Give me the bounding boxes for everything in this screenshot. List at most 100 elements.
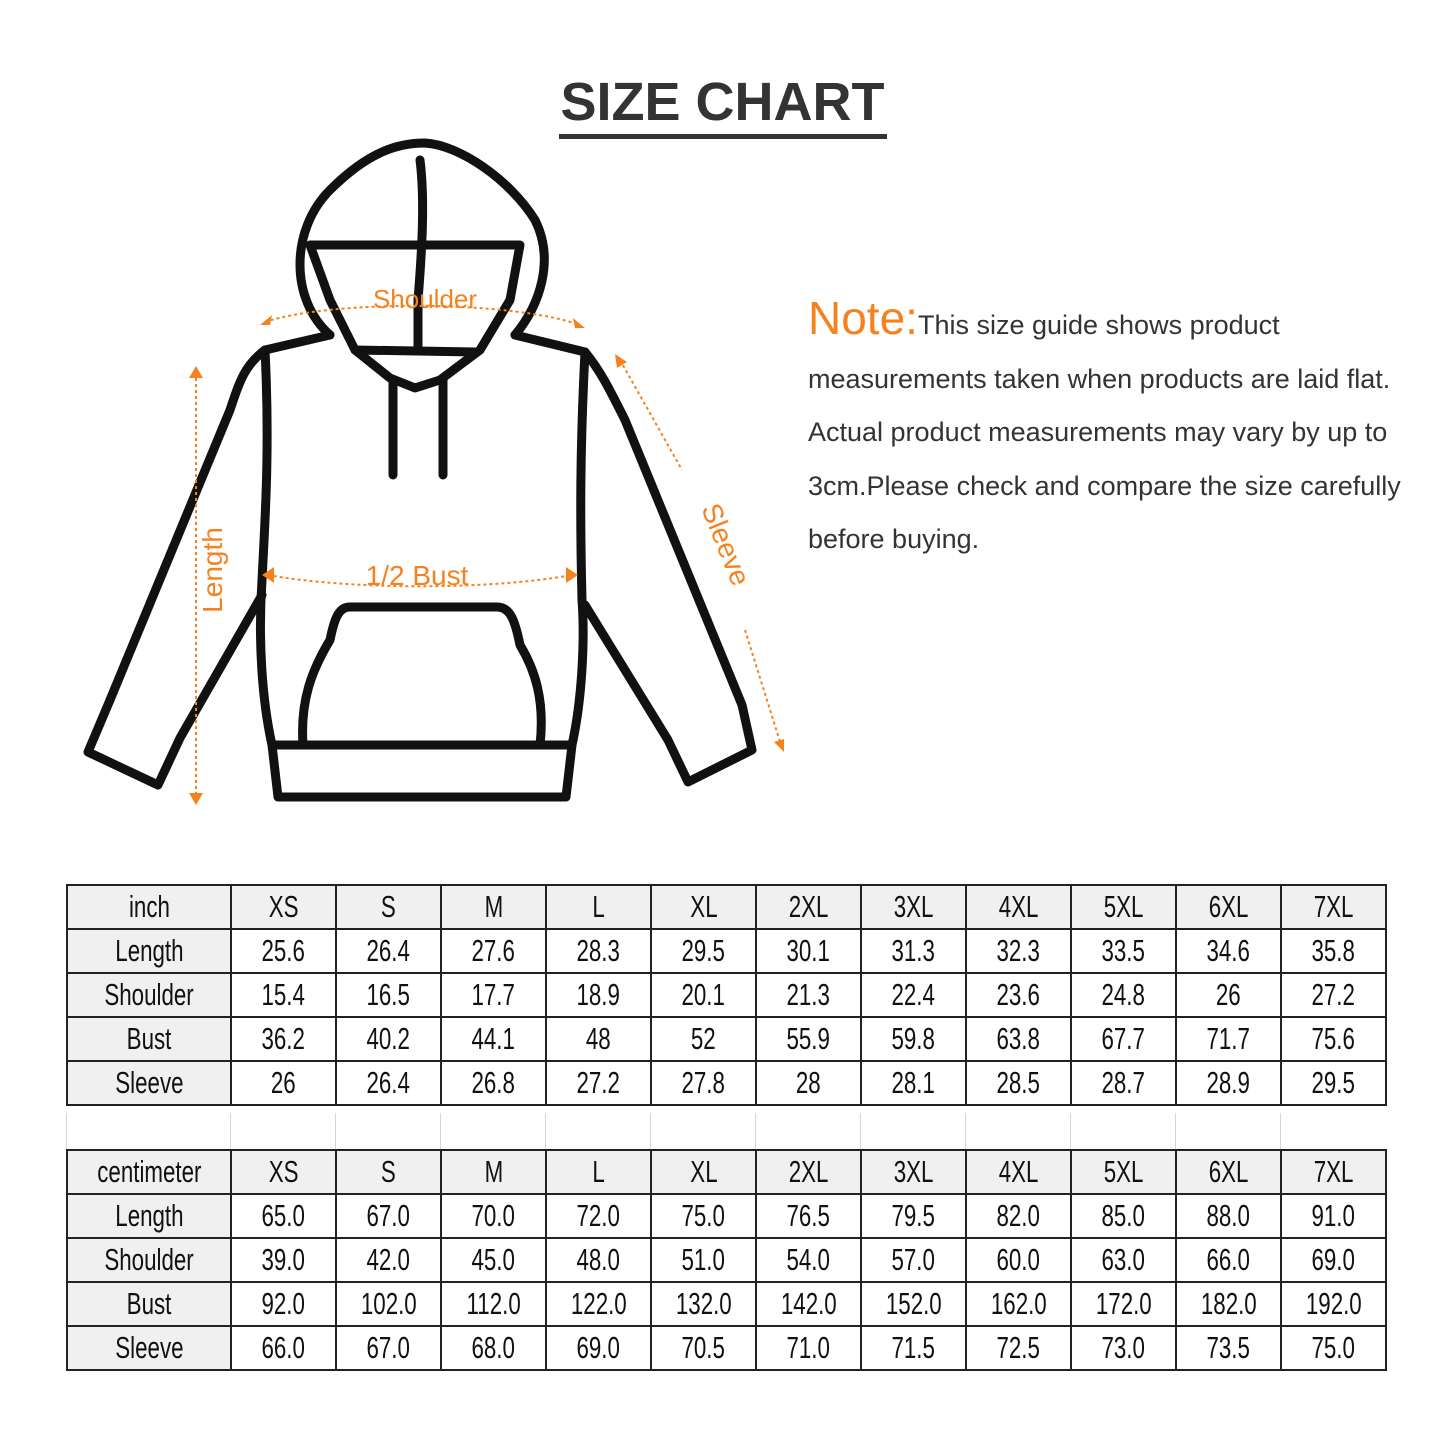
cell-text: 122.0 [570,1286,627,1321]
cell-text: 73.5 [1206,1330,1251,1365]
size-header: L [545,1149,652,1195]
cell-text: 3XL [893,889,934,924]
table-row: Sleeve 66.0 67.0 68.0 69.0 70.5 71.0 71.5 72.5 73… [66,1325,1387,1371]
measurement-cell: 68.0 [440,1325,547,1371]
measurement-cell: 20.1 [650,972,757,1018]
size-header: S [335,884,442,930]
cell-text: 18.9 [576,977,621,1012]
measurement-cell: 55.9 [755,1016,862,1062]
measurement-cell: 32.3 [965,928,1072,974]
cell-text: L [592,889,605,924]
measurement-cell: 40.2 [335,1016,442,1062]
measurement-cell: 36.2 [230,1016,337,1062]
cell-text: centimeter [96,1154,202,1189]
table-spacer [66,1113,1385,1149]
cell-text: 29.5 [1311,1065,1356,1100]
size-header: 7XL [1280,884,1387,930]
cell-text: S [381,889,396,924]
size-header: 5XL [1070,884,1177,930]
table-row: Bust 36.2 40.2 44.1 48 52 55.9 59.8 63.8 67.7 71.7… [66,1016,1387,1062]
cell-text: 48.0 [576,1242,621,1277]
unit-header: centimeter [66,1149,232,1195]
row-label: Bust [66,1281,232,1327]
measurement-cell: 75.0 [1280,1325,1387,1371]
cell-text: 51.0 [681,1242,726,1277]
measurement-cell: 59.8 [860,1016,967,1062]
measurement-cell: 70.0 [440,1193,547,1239]
cell-text: 192.0 [1305,1286,1362,1321]
cell-text: 28.1 [891,1065,936,1100]
cell-text: 60.0 [996,1242,1041,1277]
cell-text: XL [689,889,718,924]
cell-text: 54.0 [786,1242,831,1277]
row-label: Shoulder [66,972,232,1018]
unit-header: inch [66,884,232,930]
measurement-cell: 22.4 [860,972,967,1018]
cell-text: XS [268,1154,299,1189]
cell-text: 70.0 [471,1198,516,1233]
cell-text: Sleeve [114,1330,184,1365]
spacer-column [334,1113,440,1149]
measurement-cell: 48.0 [545,1237,652,1283]
measurement-cell: 26.4 [335,1060,442,1106]
cell-text: 132.0 [675,1286,732,1321]
measurement-cell: 31.3 [860,928,967,974]
row-label: Length [66,1193,232,1239]
cell-text: 88.0 [1206,1198,1251,1233]
measurement-cell: 65.0 [230,1193,337,1239]
cell-text: 63.0 [1101,1242,1146,1277]
measurement-cell: 72.5 [965,1325,1072,1371]
measurement-cell: 45.0 [440,1237,547,1283]
cell-text: 69.0 [1311,1242,1356,1277]
measurement-cell: 132.0 [650,1281,757,1327]
inch-size-table: inch XS S M L XL 2XL 3XL 4XL 5XL 6XL 7XL Length 25.6 2… [66,884,1387,1106]
cell-text: 27.8 [681,1065,726,1100]
size-note: Note:This size guide shows product measu… [808,292,1418,567]
measurement-cell: 73.5 [1175,1325,1282,1371]
note-label: Note: [808,292,918,344]
cell-text: 35.8 [1311,933,1356,968]
cell-text: 28.7 [1101,1065,1146,1100]
cell-text: 162.0 [990,1286,1047,1321]
measurement-cell: 26.4 [335,928,442,974]
measurement-cell: 33.5 [1070,928,1177,974]
measurement-cell: 162.0 [965,1281,1072,1327]
cell-text: 27.2 [576,1065,621,1100]
size-header: 4XL [965,884,1072,930]
spacer-column [1279,1113,1385,1149]
cell-text: 72.0 [576,1198,621,1233]
size-header: XS [230,1149,337,1195]
cell-text: 28.9 [1206,1065,1251,1100]
measurement-cell: 39.0 [230,1237,337,1283]
cell-text: Shoulder [104,977,194,1012]
cell-text: 26.8 [471,1065,516,1100]
cell-text: 23.6 [996,977,1041,1012]
cell-text: 66.0 [261,1330,306,1365]
spacer-column [544,1113,650,1149]
cell-text: Bust [126,1021,172,1056]
measurement-cell: 27.2 [1280,972,1387,1018]
size-header: 3XL [860,1149,967,1195]
measurement-cell: 67.7 [1070,1016,1177,1062]
measurement-cell: 48 [545,1016,652,1062]
cell-text: Sleeve [114,1065,184,1100]
measurement-cell: 17.7 [440,972,547,1018]
cell-text: Length [114,1198,184,1233]
cell-text: XS [268,889,299,924]
cell-text: 6XL [1208,889,1249,924]
row-label: Sleeve [66,1060,232,1106]
size-header: 6XL [1175,1149,1282,1195]
measurement-lines [195,304,783,800]
measurement-cell: 16.5 [335,972,442,1018]
cell-text: 67.7 [1101,1021,1146,1056]
cell-text: 66.0 [1206,1242,1251,1277]
cell-text: 26.4 [366,1065,411,1100]
measurement-cell: 44.1 [440,1016,547,1062]
measurement-cell: 26 [1175,972,1282,1018]
table-row: Shoulder 39.0 42.0 45.0 48.0 51.0 54.0 57.0 60.0… [66,1237,1387,1283]
cell-text: Shoulder [104,1242,194,1277]
note-text: This size guide shows product measuremen… [808,310,1401,554]
measurement-cell: 28 [755,1060,862,1106]
cell-text: 7XL [1313,1154,1354,1189]
cell-text: 85.0 [1101,1198,1146,1233]
